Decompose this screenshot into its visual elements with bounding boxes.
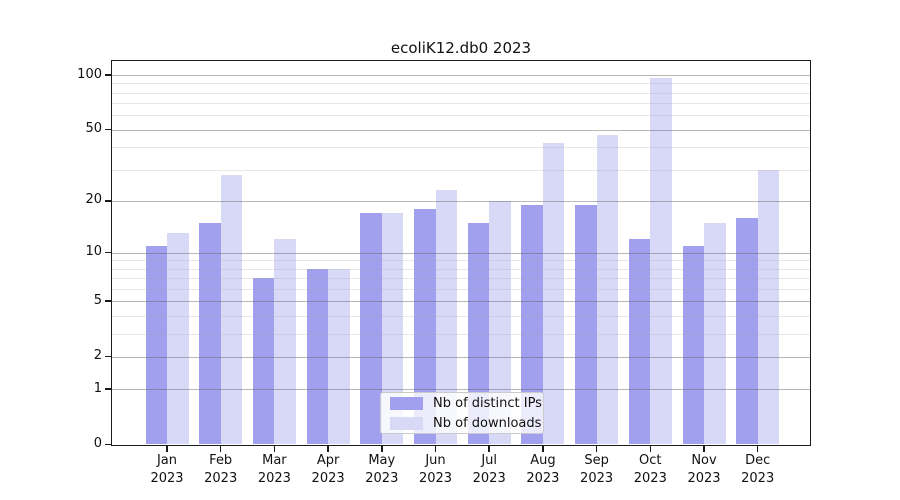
gridline-minor-3 bbox=[112, 333, 810, 335]
gridline-minor-8 bbox=[112, 268, 810, 270]
bar-distinct-ips-mar bbox=[252, 278, 275, 445]
x-tick-label-sep: Sep 2023 bbox=[580, 453, 614, 486]
gridline-minor-7 bbox=[112, 278, 810, 280]
bar-downloads-aug bbox=[542, 143, 565, 445]
bar-downloads-apr bbox=[328, 268, 350, 445]
gridline-major-10 bbox=[112, 252, 810, 254]
gridline-minor-30 bbox=[112, 169, 810, 171]
x-tickmark-dec bbox=[756, 446, 759, 452]
x-tickmark-oct bbox=[649, 446, 652, 452]
gridline-minor-90 bbox=[112, 83, 810, 85]
bar-downloads-feb bbox=[220, 174, 243, 445]
y-tick-label-5: 5 bbox=[93, 292, 102, 308]
bar-distinct-ips-nov bbox=[682, 245, 704, 445]
x-tickmark-feb bbox=[219, 446, 222, 452]
y-tick-label-100: 100 bbox=[77, 66, 102, 82]
y-tickmark-2 bbox=[105, 355, 112, 358]
bar-distinct-ips-jan bbox=[145, 245, 167, 445]
gridline-major-50 bbox=[112, 129, 810, 131]
y-tickmark-1 bbox=[105, 388, 112, 390]
y-tick-label-2: 2 bbox=[93, 348, 102, 364]
bar-distinct-ips-apr bbox=[306, 268, 329, 445]
x-tick-label-jun: Jun 2023 bbox=[418, 453, 453, 486]
x-tick-label-aug: Aug 2023 bbox=[526, 453, 560, 486]
gridline-major-5 bbox=[112, 301, 810, 303]
chart-title: ecoliK12.db0 2023 bbox=[390, 39, 532, 57]
y-tickmark-20 bbox=[105, 200, 112, 202]
legend-item-downloads: Nb of downloads bbox=[390, 416, 541, 431]
legend-box: Nb of distinct IPs Nb of downloads bbox=[380, 392, 544, 434]
gridline-minor-40 bbox=[112, 147, 810, 149]
bar-distinct-ips-oct bbox=[628, 239, 651, 445]
bar-downloads-jul bbox=[489, 200, 511, 445]
x-tick-label-oct: Oct 2023 bbox=[633, 453, 667, 486]
legend-item-distinct-ips: Nb of distinct IPs bbox=[390, 396, 542, 411]
bar-downloads-dec bbox=[757, 169, 780, 445]
x-tick-label-jul: Jul 2023 bbox=[472, 453, 506, 486]
x-tickmark-jul bbox=[488, 446, 490, 452]
x-tickmark-nov bbox=[703, 446, 705, 452]
gridline-minor-6 bbox=[112, 288, 810, 290]
x-tick-label-nov: Nov 2023 bbox=[687, 453, 721, 486]
bar-distinct-ips-dec bbox=[736, 217, 758, 445]
gridline-major-20 bbox=[112, 200, 810, 202]
legend-swatch-downloads bbox=[390, 416, 423, 430]
x-tickmark-jun bbox=[434, 446, 437, 452]
gridline-major-2 bbox=[112, 356, 810, 358]
x-tick-label-jan: Jan 2023 bbox=[150, 453, 184, 486]
x-tickmark-apr bbox=[327, 446, 329, 452]
x-tickmark-aug bbox=[542, 446, 544, 452]
gridline-minor-60 bbox=[112, 115, 810, 117]
bar-distinct-ips-may bbox=[360, 213, 382, 445]
legend-label-distinct-ips: Nb of distinct IPs bbox=[433, 395, 542, 411]
bar-distinct-ips-sep bbox=[575, 204, 597, 445]
y-tickmark-10 bbox=[105, 251, 112, 254]
x-tick-label-dec: Dec 2023 bbox=[741, 453, 775, 486]
bar-distinct-ips-jul bbox=[467, 222, 490, 445]
bar-downloads-nov bbox=[704, 222, 726, 445]
bar-distinct-ips-feb bbox=[199, 222, 221, 445]
x-tick-label-feb: Feb 2023 bbox=[204, 453, 238, 486]
y-tick-label-10: 10 bbox=[85, 244, 102, 260]
gridline-major-1 bbox=[112, 389, 810, 390]
gridline-minor-70 bbox=[112, 103, 810, 105]
bar-downloads-sep bbox=[596, 134, 619, 445]
x-tickmark-jan bbox=[166, 446, 168, 452]
legend-swatch-distinct-ips bbox=[390, 396, 423, 410]
y-tick-label-0: 0 bbox=[93, 436, 102, 451]
bar-downloads-may bbox=[381, 213, 404, 445]
bar-distinct-ips-aug bbox=[521, 204, 543, 445]
bar-downloads-jan bbox=[167, 233, 189, 445]
gridline-minor-80 bbox=[112, 92, 810, 94]
bar-distinct-ips-jun bbox=[414, 208, 436, 445]
x-tick-label-mar: Mar 2023 bbox=[257, 453, 291, 486]
x-tickmark-may bbox=[381, 446, 383, 452]
bar-downloads-mar bbox=[274, 239, 296, 445]
y-tickmark-0 bbox=[105, 443, 112, 446]
y-tick-label-1: 1 bbox=[93, 380, 102, 396]
bar-downloads-oct bbox=[650, 78, 672, 445]
bar-downloads-jun bbox=[435, 190, 457, 445]
x-tick-label-apr: Apr 2023 bbox=[311, 453, 345, 486]
y-tickmark-100 bbox=[105, 74, 112, 76]
y-tick-label-50: 50 bbox=[85, 121, 102, 137]
gridline-minor-4 bbox=[112, 315, 810, 317]
gridline-major-100 bbox=[112, 75, 810, 76]
y-tickmark-50 bbox=[105, 128, 112, 131]
y-tick-label-20: 20 bbox=[85, 192, 102, 208]
gridline-minor-9 bbox=[112, 260, 810, 262]
x-tickmark-mar bbox=[273, 446, 276, 452]
x-tickmark-sep bbox=[595, 446, 598, 452]
y-tickmark-5 bbox=[105, 300, 112, 302]
legend-label-downloads: Nb of downloads bbox=[433, 415, 542, 431]
x-tick-label-may: May 2023 bbox=[365, 453, 399, 486]
